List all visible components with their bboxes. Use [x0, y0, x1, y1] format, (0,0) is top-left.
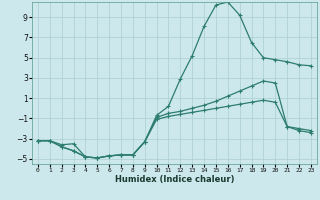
- X-axis label: Humidex (Indice chaleur): Humidex (Indice chaleur): [115, 175, 234, 184]
